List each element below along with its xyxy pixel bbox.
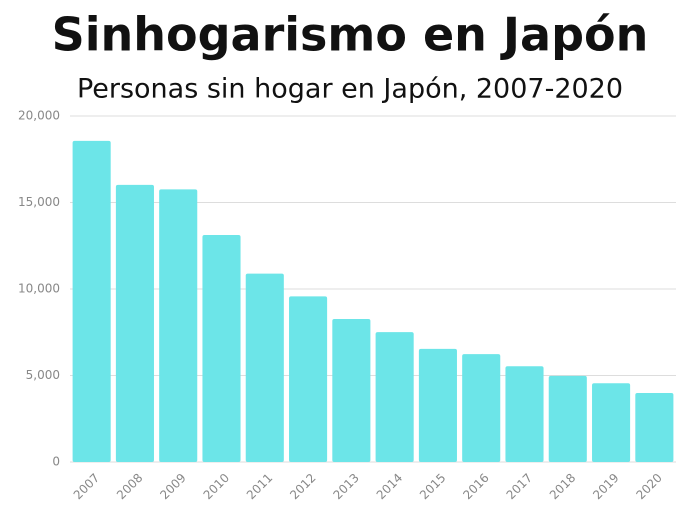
bar [72,140,111,462]
x-tick-label: 2016 [460,471,491,502]
bar [505,366,544,462]
y-tick-label: 15,000 [18,195,60,209]
y-tick-label: 10,000 [18,282,60,296]
x-tick-label: 2015 [417,471,448,502]
bar [202,234,241,462]
chart-subtitle: Personas sin hogar en Japón, 2007-2020 [77,74,623,105]
x-tick-label: 2012 [287,471,318,502]
x-tick-label: 2014 [374,471,405,502]
y-tick-label: 20,000 [18,109,60,123]
bar [548,375,587,462]
bar [462,354,501,462]
bar [635,392,674,462]
x-tick-label: 2017 [504,471,535,502]
bar [289,296,328,462]
bar [245,273,284,462]
bar [159,189,198,462]
x-tick-label: 2010 [201,471,232,502]
x-tick-label: 2007 [71,471,102,502]
bar [592,383,631,462]
x-tick-label: 2011 [244,471,275,502]
chart-title: Sinhogarismo en Japón [52,8,649,62]
bar [115,184,154,462]
y-tick-label: 5,000 [26,368,60,382]
x-tick-label: 2018 [547,471,578,502]
x-tick-label: 2020 [633,471,664,502]
x-tick-label: 2009 [157,471,188,502]
bar [418,348,457,462]
x-tick-label: 2013 [330,471,361,502]
x-tick-label: 2019 [590,471,621,502]
bar [332,319,371,462]
x-tick-label: 2008 [114,471,145,502]
bar [375,332,414,462]
y-tick-label: 0 [52,455,60,469]
